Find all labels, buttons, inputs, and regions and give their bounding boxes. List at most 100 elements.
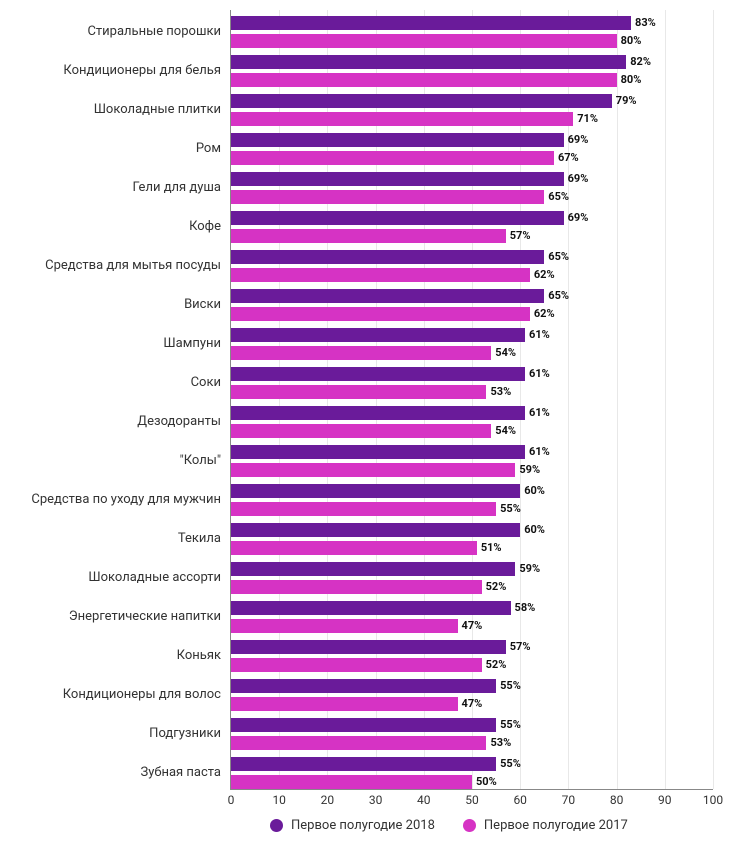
bar-value-label: 58% [515, 601, 536, 615]
gridline [327, 10, 328, 789]
bar-value-label: 53% [490, 385, 511, 399]
legend-swatch [463, 819, 476, 832]
bar: 54% [231, 424, 491, 438]
bar: 52% [231, 658, 482, 672]
category-label: Кондиционеры для белья [26, 64, 231, 78]
bar: 47% [231, 619, 458, 633]
bar: 69% [231, 133, 564, 147]
category-label: Текила [26, 532, 231, 546]
category-group: Виски65%62% [231, 289, 713, 321]
bar-value-label: 59% [519, 562, 540, 576]
bar-value-label: 69% [568, 133, 589, 147]
category-label: Средства по уходу для мужчин [26, 493, 231, 507]
bar: 57% [231, 229, 506, 243]
gridline [665, 10, 666, 789]
bar-value-label: 82% [630, 55, 651, 69]
gridline [520, 10, 521, 789]
category-label: Шоколадные ассорти [26, 571, 231, 585]
bar: 60% [231, 523, 520, 537]
bar: 65% [231, 289, 544, 303]
bar: 55% [231, 757, 496, 771]
category-group: Средства по уходу для мужчин60%55% [231, 484, 713, 516]
bar: 80% [231, 73, 617, 87]
category-group: Энергетические напитки58%47% [231, 601, 713, 633]
bar: 62% [231, 307, 530, 321]
bar-value-label: 69% [568, 172, 589, 186]
bar-value-label: 47% [462, 619, 483, 633]
category-label: Кондиционеры для волос [26, 688, 231, 702]
category-group: Текила60%51% [231, 523, 713, 555]
category-label: Кофе [26, 220, 231, 234]
x-tick-label: 40 [417, 793, 431, 807]
x-tick-label: 100 [703, 793, 723, 807]
x-tick-label: 90 [658, 793, 672, 807]
category-label: Гели для душа [26, 181, 231, 195]
bar-value-label: 50% [476, 775, 497, 789]
bar-value-label: 51% [481, 541, 502, 555]
bar: 79% [231, 94, 612, 108]
bar-value-label: 55% [500, 718, 521, 732]
category-group: Дезодоранты61%54% [231, 406, 713, 438]
category-label: Зубная паста [26, 766, 231, 780]
bar-value-label: 65% [548, 289, 569, 303]
bar: 55% [231, 718, 496, 732]
category-label: Соки [26, 376, 231, 390]
bar-value-label: 62% [534, 268, 555, 282]
bar-value-label: 54% [495, 346, 516, 360]
category-group: Шоколадные ассорти59%52% [231, 562, 713, 594]
x-tick-label: 30 [369, 793, 383, 807]
legend-item: Первое полугодие 2017 [463, 818, 628, 833]
category-group: Кондиционеры для волос55%47% [231, 679, 713, 711]
bar-value-label: 60% [524, 523, 545, 537]
category-group: Кондиционеры для белья82%80% [231, 55, 713, 87]
gridline [617, 10, 618, 789]
bar-value-label: 61% [529, 445, 550, 459]
x-tick-label: 10 [272, 793, 286, 807]
x-tick-label: 0 [228, 793, 235, 807]
category-label: "Колы" [26, 454, 231, 468]
legend-item: Первое полугодие 2018 [270, 818, 435, 833]
bar: 60% [231, 484, 520, 498]
bar: 61% [231, 406, 525, 420]
bar: 65% [231, 250, 544, 264]
category-group: Шампуни61%54% [231, 328, 713, 360]
x-tick-label: 80 [610, 793, 624, 807]
bar-value-label: 79% [616, 94, 637, 108]
bar: 52% [231, 580, 482, 594]
bar-value-label: 47% [462, 697, 483, 711]
category-group: Коньяк57%52% [231, 640, 713, 672]
category-group: Кофе69%57% [231, 211, 713, 243]
bar: 58% [231, 601, 511, 615]
bar-value-label: 53% [490, 736, 511, 750]
bar-value-label: 55% [500, 502, 521, 516]
bar-value-label: 69% [568, 211, 589, 225]
bar: 59% [231, 562, 515, 576]
bar: 69% [231, 172, 564, 186]
category-group: Стиральные порошки83%80% [231, 16, 713, 48]
gridline [424, 10, 425, 789]
bar-value-label: 57% [510, 640, 531, 654]
legend-label: Первое полугодие 2017 [484, 818, 628, 833]
bar-value-label: 67% [558, 151, 579, 165]
bar: 59% [231, 463, 515, 477]
category-group: "Колы"61%59% [231, 445, 713, 477]
bar-value-label: 59% [519, 463, 540, 477]
bar: 67% [231, 151, 554, 165]
bar: 47% [231, 697, 458, 711]
bar-value-label: 62% [534, 307, 555, 321]
bar: 55% [231, 502, 496, 516]
bar-value-label: 55% [500, 679, 521, 693]
bar: 50% [231, 775, 472, 789]
bar-value-label: 65% [548, 250, 569, 264]
bar: 61% [231, 367, 525, 381]
category-label: Подгузники [26, 727, 231, 741]
bar-value-label: 52% [486, 580, 507, 594]
bar: 54% [231, 346, 491, 360]
category-label: Ром [26, 142, 231, 156]
bar: 82% [231, 55, 626, 69]
bar: 57% [231, 640, 506, 654]
bar: 80% [231, 34, 617, 48]
bar: 83% [231, 16, 631, 30]
bar: 71% [231, 112, 573, 126]
legend-label: Первое полугодие 2018 [291, 818, 435, 833]
